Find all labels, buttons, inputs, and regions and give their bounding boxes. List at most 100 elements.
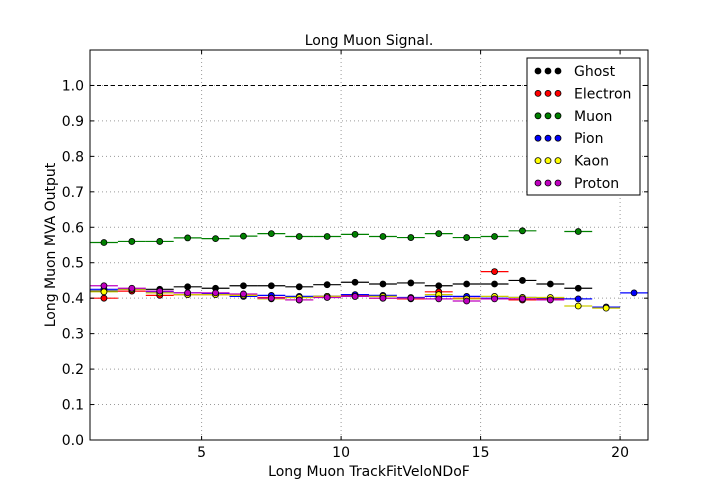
data-point (212, 289, 219, 297)
legend-marker (554, 112, 562, 120)
legend-box (526, 57, 641, 196)
legend-item-proton: Proton (534, 176, 619, 192)
data-point (491, 295, 498, 303)
series-proton (90, 282, 565, 305)
data-point (435, 230, 443, 238)
data-point (323, 233, 331, 240)
data-point (407, 294, 415, 302)
data-point (574, 228, 582, 235)
ticks: 5 10 15 20 0.0 0.1 0.2 0.3 0.4 0.5 0.6 0.7 0.8 0.9 1.0 (62, 50, 648, 461)
data-point (128, 238, 136, 245)
data-point (128, 284, 136, 292)
y-tick-label: 0.6 (62, 220, 84, 236)
legend-marker (554, 67, 562, 75)
data-point (295, 296, 303, 304)
data-point (379, 233, 387, 240)
data-point (379, 294, 387, 302)
series-muon (90, 227, 593, 246)
data-point (295, 233, 303, 240)
data-point (491, 268, 498, 275)
data-point (156, 287, 164, 295)
data-point (351, 230, 359, 238)
x-tick-label: 15 (472, 445, 490, 461)
legend-item-ghost: Ghost (534, 64, 616, 80)
legend-item-muon: Muon (534, 109, 612, 125)
legend-marker (544, 90, 552, 97)
data-point (323, 281, 331, 289)
data-point (519, 227, 526, 235)
legend-marker (544, 157, 552, 165)
legend-marker (554, 179, 562, 187)
data-point (630, 289, 638, 297)
data-point (463, 234, 471, 241)
legend-marker (534, 112, 542, 120)
data-point (100, 294, 108, 302)
data-point (407, 234, 415, 241)
legend-item-pion: Pion (534, 131, 603, 147)
x-tick-label: 20 (611, 445, 629, 461)
legend-label: Muon (574, 109, 612, 125)
data-point (100, 239, 108, 246)
legend-item-kaon: Kaon (534, 154, 609, 170)
series-layer (90, 227, 648, 312)
legend-marker (554, 90, 562, 97)
data-point (491, 233, 498, 240)
data-point (519, 277, 526, 284)
y-tick-label: 0.7 (62, 185, 84, 201)
data-point (184, 234, 192, 242)
data-point (602, 304, 610, 312)
data-point (491, 280, 498, 288)
data-point (267, 282, 275, 290)
data-point (379, 280, 387, 288)
legend-marker (534, 157, 542, 165)
y-tick-label: 0.0 (62, 433, 84, 449)
data-point (435, 282, 443, 290)
data-point (184, 289, 192, 297)
data-point (100, 288, 108, 296)
y-tick-label: 0.5 (62, 256, 84, 272)
y-tick-label: 0.9 (62, 114, 84, 130)
data-point (295, 283, 303, 291)
legend-label: Electron (574, 86, 631, 102)
data-point (351, 278, 359, 286)
legend-marker (544, 134, 552, 142)
legend: Ghost Electron Muon Pion Kaon Proton (526, 57, 641, 196)
legend-marker (544, 67, 552, 75)
data-point (240, 290, 247, 298)
legend-marker (554, 134, 562, 142)
data-point (267, 230, 275, 238)
data-point (240, 282, 247, 290)
legend-marker (534, 134, 542, 142)
y-tick-label: 0.3 (62, 327, 84, 343)
legend-marker (544, 179, 552, 187)
x-axis-label: Long Muon TrackFitVeloNDoF (268, 464, 470, 480)
legend-marker (544, 112, 552, 120)
legend-marker (534, 179, 542, 187)
legend-marker (554, 157, 562, 165)
data-point (212, 235, 219, 243)
legend-label: Pion (574, 131, 603, 147)
data-point (574, 284, 582, 292)
data-point (519, 295, 526, 303)
data-point (407, 279, 415, 287)
y-tick-label: 0.2 (62, 362, 84, 378)
data-point (184, 283, 192, 291)
data-point (546, 280, 554, 288)
legend-item-electron: Electron (534, 86, 631, 102)
x-tick-label: 10 (332, 445, 350, 461)
y-axis-label: Long Muon MVA Output (43, 162, 59, 327)
data-point (240, 232, 247, 240)
legend-label: Kaon (574, 154, 609, 170)
legend-label: Ghost (574, 64, 616, 80)
data-point (351, 293, 359, 300)
data-point (463, 280, 471, 288)
data-point (435, 295, 443, 303)
x-tick-label: 5 (197, 445, 206, 461)
legend-marker (534, 67, 542, 75)
data-point (546, 296, 554, 304)
data-point (156, 238, 164, 245)
chart-title: Long Muon Signal. (305, 33, 434, 49)
data-point (267, 294, 275, 302)
data-point (100, 282, 108, 290)
